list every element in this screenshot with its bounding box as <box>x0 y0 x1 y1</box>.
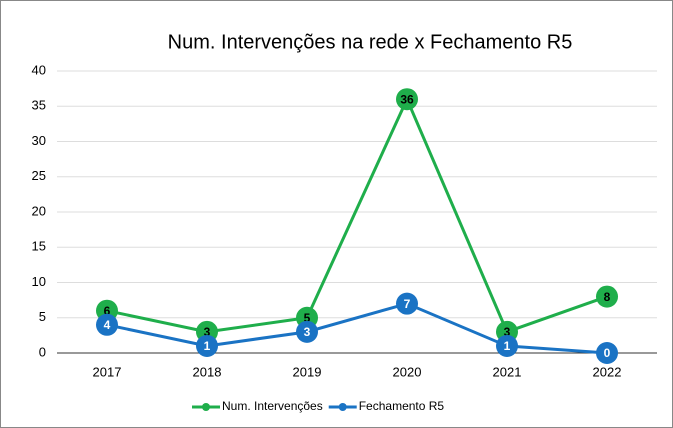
data-label: 1 <box>204 339 211 353</box>
data-label: 0 <box>604 346 611 360</box>
data-label: 4 <box>104 318 111 332</box>
y-tick-label: 20 <box>32 203 46 218</box>
x-tick-label: 2022 <box>593 364 622 379</box>
y-tick-label: 30 <box>32 133 46 148</box>
data-label: 1 <box>504 339 511 353</box>
y-tick-label: 0 <box>39 344 46 359</box>
chart-title: Num. Intervenções na rede x Fechamento R… <box>168 31 573 53</box>
data-label: 8 <box>604 290 611 304</box>
data-label: 5 <box>304 311 311 325</box>
x-tick-label: 2018 <box>193 364 222 379</box>
data-point <box>596 342 618 364</box>
series-line <box>106 95 608 334</box>
legend-label: Num. Intervenções <box>222 399 323 413</box>
x-tick-label: 2019 <box>293 364 322 379</box>
legend-marker <box>202 403 210 411</box>
data-point <box>96 313 118 336</box>
data-label: 7 <box>404 297 411 311</box>
y-tick-label: 25 <box>32 168 46 183</box>
data-point <box>496 334 518 357</box>
data-label: 36 <box>400 92 414 106</box>
legend-label: Fechamento R5 <box>359 399 445 413</box>
data-label: 3 <box>504 325 511 339</box>
x-tick-label: 2017 <box>93 364 122 379</box>
series-line <box>106 302 608 355</box>
y-tick-label: 10 <box>32 274 46 289</box>
data-label: 3 <box>304 325 311 339</box>
data-point <box>396 292 418 315</box>
y-tick-label: 40 <box>32 62 46 77</box>
data-label: 6 <box>104 304 111 318</box>
data-point <box>196 334 218 357</box>
y-tick-label: 35 <box>32 98 46 113</box>
data-point <box>296 320 318 343</box>
data-point <box>396 88 418 111</box>
y-tick-label: 15 <box>32 239 46 254</box>
legend-marker <box>338 403 347 411</box>
data-point <box>596 285 618 308</box>
x-tick-label: 2020 <box>393 364 422 379</box>
x-tick-label: 2021 <box>493 364 522 379</box>
data-label: 3 <box>204 325 211 339</box>
y-tick-label: 5 <box>39 309 46 324</box>
